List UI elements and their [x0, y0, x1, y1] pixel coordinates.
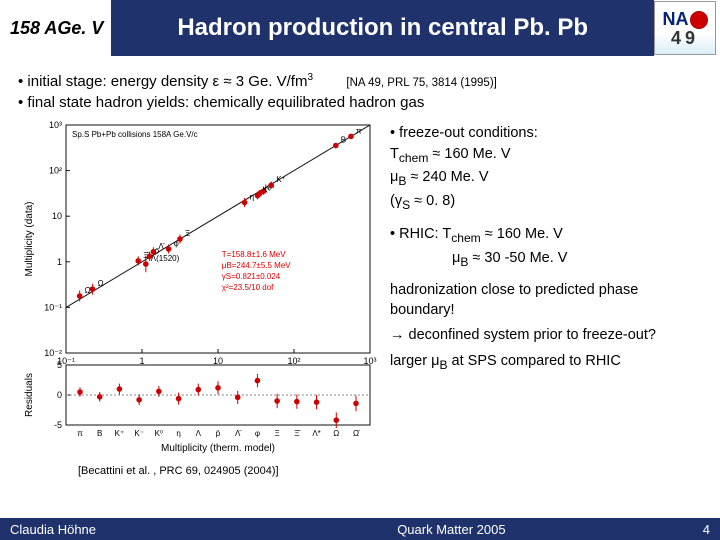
multiplicity-chart: 10⁻²10⁻¹11010²10³Sp.S Pb+Pb collisions 1…	[18, 117, 380, 457]
svg-text:10⁻¹: 10⁻¹	[57, 356, 75, 366]
freeze-out-heading: • freeze-out conditions:	[390, 123, 698, 144]
svg-text:1: 1	[57, 257, 62, 267]
h3p: larger μ	[390, 353, 439, 369]
rhic-mub-line: μB ≈ 30 -50 Me. V	[390, 248, 698, 271]
page-number: 4	[703, 522, 720, 537]
svg-text:Λ: Λ	[196, 429, 202, 438]
logo-red-circle	[690, 11, 708, 29]
svg-text:Sp.S Pb+Pb collisions 158A Ge.: Sp.S Pb+Pb collisions 158A Ge.V/c	[72, 130, 198, 139]
svg-text:10³: 10³	[49, 120, 62, 130]
b1-ref: [NA 49, PRL 75, 3814 (1995)]	[346, 77, 496, 89]
svg-text:T=158.8±1.6 MeV: T=158.8±1.6 MeV	[222, 250, 286, 259]
r4r: ≈ 0. 8)	[410, 193, 455, 209]
svg-text:γS=0.821±0.024: γS=0.821±0.024	[222, 272, 281, 281]
logo-na-text: NA	[663, 9, 689, 30]
bullet-final-state: • final state hadron yields: chemically …	[18, 94, 702, 111]
h3r: at SPS compared to RHIC	[448, 353, 621, 369]
svg-text:χ²=23.5/10 dof: χ²=23.5/10 dof	[222, 283, 274, 292]
conclusion-block: hadronization close to predicted phase b…	[390, 281, 698, 373]
svg-text:10: 10	[52, 211, 62, 221]
deconfined-text: → deconfined system prior to freeze-out?	[390, 326, 698, 346]
hadronization-text: hadronization close to predicted phase b…	[390, 281, 698, 320]
svg-text:p̄: p̄	[216, 429, 221, 438]
svg-text:10: 10	[213, 356, 223, 366]
b1-pre: • initial stage: energy density ε ≈	[18, 73, 236, 90]
svg-text:10³: 10³	[363, 356, 376, 366]
svg-text:π: π	[77, 429, 83, 438]
svg-text:0: 0	[57, 390, 62, 400]
intro-bullets: • initial stage: energy density ε ≈ 3 Ge…	[18, 72, 702, 111]
svg-text:Λ(1520): Λ(1520)	[151, 254, 180, 263]
svg-text:Multiplicity (data): Multiplicity (data)	[24, 201, 35, 276]
svg-text:10²: 10²	[49, 166, 62, 176]
svg-text:Ξ̄: Ξ̄	[294, 429, 301, 438]
header-bar: 158 AGe. V Hadron production in central …	[0, 0, 720, 56]
r2p: T	[390, 146, 399, 162]
b1-val: 3 Ge. V/fm	[236, 73, 308, 90]
svg-text:φ: φ	[255, 429, 260, 438]
logo-49-text: 49	[671, 30, 699, 46]
r6r: ≈ 30 -50 Me. V	[468, 250, 567, 266]
svg-text:Ω̄: Ω̄	[353, 429, 361, 438]
svg-text:Λ̄: Λ̄	[158, 242, 165, 251]
rhic-line: • RHIC: Tchem ≈ 160 Me. V	[390, 224, 698, 247]
plot-column: 10⁻²10⁻¹11010²10³Sp.S Pb+Pb collisions 1…	[18, 117, 380, 461]
svg-text:Residuals: Residuals	[24, 373, 35, 417]
conference-name: Quark Matter 2005	[200, 522, 703, 537]
right-column: • freeze-out conditions: Tchem ≈ 160 Me.…	[380, 117, 698, 461]
svg-text:Λ*: Λ*	[312, 429, 320, 438]
svg-text:1: 1	[139, 356, 144, 366]
svg-text:K⁺: K⁺	[276, 175, 286, 184]
svg-text:η: η	[176, 429, 180, 438]
svg-text:10⁻¹: 10⁻¹	[44, 302, 62, 312]
b1-exp: 3	[307, 72, 313, 83]
main-row: 10⁻²10⁻¹11010²10³Sp.S Pb+Pb collisions 1…	[18, 117, 702, 461]
svg-text:B: B	[97, 429, 102, 438]
na49-logo: NA 49	[654, 1, 716, 55]
r2s: chem	[399, 151, 429, 165]
becattini-ref: [Becattini et al. , PRC 69, 024905 (2004…	[18, 461, 702, 477]
h3s: B	[439, 358, 447, 372]
svg-text:μB=244.7±5.5 MeV: μB=244.7±5.5 MeV	[222, 261, 291, 270]
content-area: • initial stage: energy density ε ≈ 3 Ge…	[0, 56, 720, 477]
larger-mub-text: larger μB at SPS compared to RHIC	[390, 352, 698, 373]
r4p: (γ	[390, 193, 402, 209]
svg-text:Multiplicity (therm. model): Multiplicity (therm. model)	[161, 443, 275, 454]
svg-text:π: π	[356, 126, 362, 135]
beam-label: 158 AGe. V	[0, 18, 111, 39]
svg-text:Ω: Ω	[98, 279, 104, 288]
r5s: chem	[451, 231, 481, 245]
r3r: ≈ 240 Me. V	[406, 169, 488, 185]
mub-line: μB ≈ 240 Me. V	[390, 167, 698, 190]
r2r: ≈ 160 Me. V	[428, 146, 510, 162]
svg-text:K⁺: K⁺	[115, 429, 125, 438]
page-title: Hadron production in central Pb. Pb	[111, 0, 654, 56]
svg-text:B: B	[341, 136, 346, 145]
bottom-bar: Claudia Höhne Quark Matter 2005 4	[0, 518, 720, 540]
svg-text:K⁰: K⁰	[155, 429, 164, 438]
svg-text:Ξ: Ξ	[275, 429, 280, 438]
tchem-line: Tchem ≈ 160 Me. V	[390, 144, 698, 167]
gammas-line: (γS ≈ 0. 8)	[390, 191, 698, 214]
r5p: • RHIC: T	[390, 226, 451, 242]
svg-text:Λ̄: Λ̄	[235, 429, 242, 438]
r5r: ≈ 160 Me. V	[481, 226, 563, 242]
svg-text:p̄: p̄	[155, 246, 160, 255]
svg-text:-5: -5	[54, 420, 62, 430]
svg-text:Ω: Ω	[333, 429, 339, 438]
svg-text:K⁻: K⁻	[134, 429, 144, 438]
svg-text:Ξ: Ξ	[185, 229, 190, 238]
bullet-initial-stage: • initial stage: energy density ε ≈ 3 Ge…	[18, 72, 702, 90]
svg-text:η: η	[250, 193, 254, 202]
r4s: S	[402, 198, 410, 212]
svg-text:10²: 10²	[287, 356, 300, 366]
author-name: Claudia Höhne	[0, 522, 200, 537]
